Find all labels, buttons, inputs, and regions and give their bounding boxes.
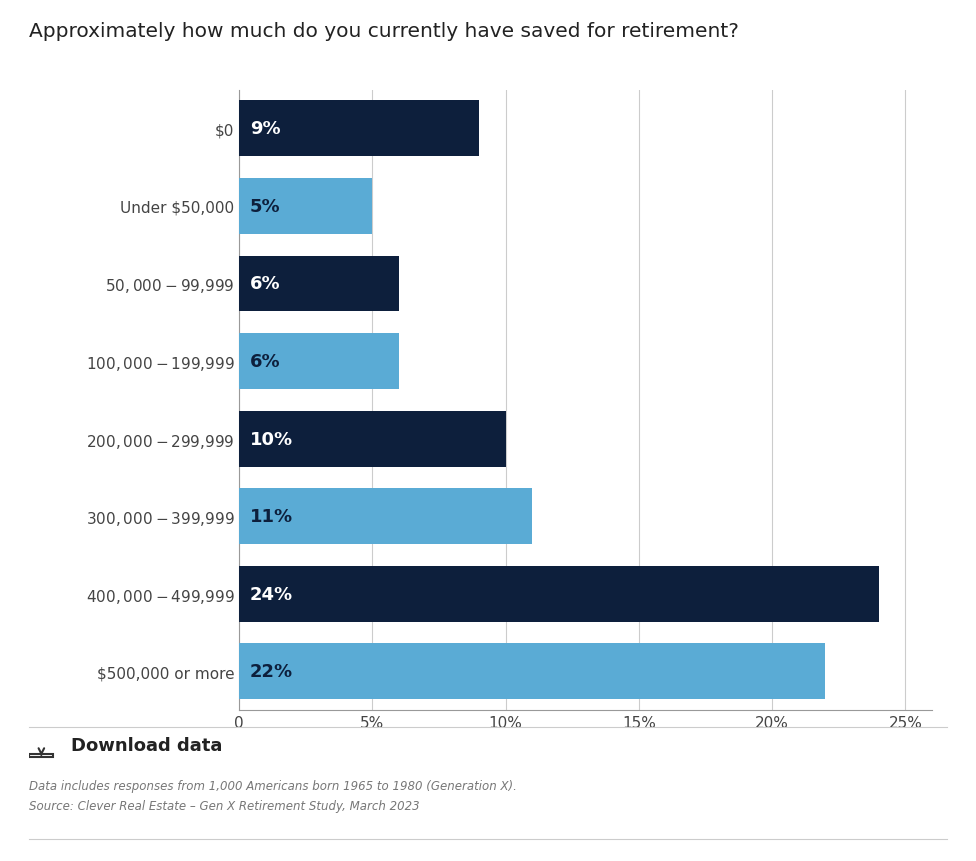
Bar	[239, 179, 373, 234]
Text: Data includes responses from 1,000 Americans born 1965 to 1980 (Generation X).: Data includes responses from 1,000 Ameri…	[29, 779, 517, 792]
Text: 6%: 6%	[250, 276, 280, 293]
Text: 24%: 24%	[250, 585, 293, 603]
Bar	[239, 257, 399, 312]
Text: 10%: 10%	[250, 430, 293, 448]
Text: Download data: Download data	[71, 736, 223, 753]
Bar	[239, 412, 506, 467]
Text: 5%: 5%	[250, 198, 280, 215]
Text: 11%: 11%	[250, 508, 293, 525]
Text: 9%: 9%	[250, 121, 280, 138]
Text: Source: Clever Real Estate – Gen X Retirement Study, March 2023: Source: Clever Real Estate – Gen X Retir…	[29, 799, 420, 812]
Bar	[239, 102, 479, 157]
Text: Approximately how much do you currently have saved for retirement?: Approximately how much do you currently …	[29, 22, 739, 40]
Bar	[239, 334, 399, 389]
Bar	[239, 489, 532, 544]
Text: 6%: 6%	[250, 353, 280, 370]
Bar	[239, 644, 826, 699]
Bar	[239, 567, 878, 622]
Text: 22%: 22%	[250, 663, 293, 680]
